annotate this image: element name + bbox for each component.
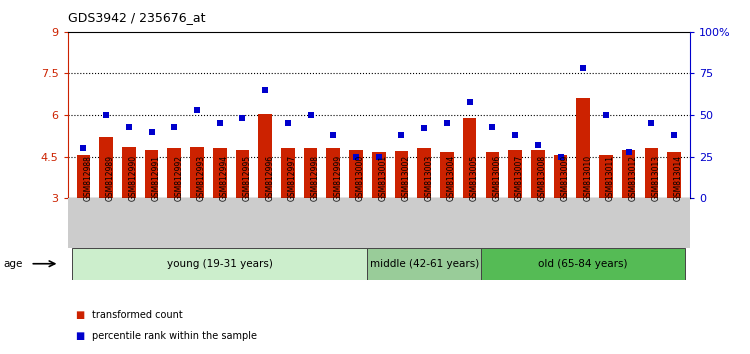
Bar — [554, 155, 567, 198]
Bar — [481, 248, 686, 280]
Text: age: age — [3, 259, 22, 269]
Text: GSM812994: GSM812994 — [220, 155, 229, 201]
Bar — [599, 155, 613, 198]
Text: GSM813006: GSM813006 — [492, 154, 501, 201]
Point — [373, 154, 385, 160]
Text: GSM813013: GSM813013 — [652, 155, 661, 201]
Text: GSM812993: GSM812993 — [197, 155, 206, 201]
Point — [350, 154, 362, 160]
Point — [464, 99, 476, 104]
Text: GSM813012: GSM813012 — [628, 155, 638, 201]
Text: GSM813004: GSM813004 — [447, 154, 456, 201]
Point — [123, 124, 135, 130]
Text: GDS3942 / 235676_at: GDS3942 / 235676_at — [68, 11, 205, 24]
Bar — [668, 153, 681, 198]
Bar — [417, 148, 431, 198]
Bar — [190, 147, 204, 198]
Text: GSM812997: GSM812997 — [288, 155, 297, 201]
Point — [260, 87, 272, 93]
Text: ■: ■ — [75, 310, 84, 320]
Point — [622, 149, 634, 154]
Point — [668, 132, 680, 138]
Point — [395, 132, 407, 138]
Point — [554, 154, 566, 160]
Bar — [622, 150, 635, 198]
Bar — [99, 137, 113, 198]
Bar — [167, 148, 181, 198]
Text: GSM813000: GSM813000 — [356, 154, 365, 201]
Bar — [304, 148, 317, 198]
Point — [100, 112, 112, 118]
Text: percentile rank within the sample: percentile rank within the sample — [92, 331, 256, 341]
Text: GSM813010: GSM813010 — [584, 155, 592, 201]
Bar — [76, 155, 90, 198]
Point — [419, 126, 430, 131]
Text: GSM813008: GSM813008 — [538, 155, 547, 201]
Text: GSM813009: GSM813009 — [560, 154, 569, 201]
Text: GSM813014: GSM813014 — [674, 155, 683, 201]
Point — [486, 124, 498, 130]
Bar — [281, 148, 295, 198]
Bar — [509, 150, 522, 198]
Point — [600, 112, 612, 118]
Bar — [145, 150, 158, 198]
Text: GSM813005: GSM813005 — [470, 154, 478, 201]
Text: GSM812990: GSM812990 — [129, 155, 138, 201]
Bar — [463, 118, 476, 198]
Text: GSM813003: GSM813003 — [424, 154, 433, 201]
Text: ■: ■ — [75, 331, 84, 341]
Point — [236, 115, 248, 121]
Point — [146, 129, 158, 135]
Point — [304, 112, 316, 118]
Point — [77, 145, 89, 151]
Bar — [577, 98, 590, 198]
Text: transformed count: transformed count — [92, 310, 182, 320]
Bar — [485, 153, 500, 198]
Point — [168, 124, 180, 130]
Text: GSM813007: GSM813007 — [515, 154, 524, 201]
Bar — [531, 150, 544, 198]
Point — [191, 107, 203, 113]
Text: GSM812992: GSM812992 — [174, 155, 183, 201]
Bar — [368, 248, 481, 280]
Point — [578, 65, 590, 71]
Text: GSM812988: GSM812988 — [83, 155, 92, 201]
Point — [282, 120, 294, 126]
Bar — [72, 248, 368, 280]
Text: GSM812995: GSM812995 — [242, 155, 251, 201]
Text: GSM812999: GSM812999 — [333, 155, 342, 201]
Point — [509, 132, 521, 138]
Bar — [394, 151, 408, 198]
Bar — [644, 148, 658, 198]
Text: GSM813011: GSM813011 — [606, 155, 615, 201]
Bar — [372, 153, 386, 198]
Point — [646, 120, 658, 126]
Text: middle (42-61 years): middle (42-61 years) — [370, 259, 478, 269]
Text: young (19-31 years): young (19-31 years) — [166, 259, 273, 269]
Text: GSM813001: GSM813001 — [379, 155, 388, 201]
Text: GSM812996: GSM812996 — [266, 155, 274, 201]
Point — [214, 120, 226, 126]
Text: old (65-84 years): old (65-84 years) — [538, 259, 628, 269]
Bar — [236, 150, 249, 198]
Text: GSM812991: GSM812991 — [152, 155, 160, 201]
Bar — [122, 147, 136, 198]
Point — [327, 132, 339, 138]
Text: GSM813002: GSM813002 — [401, 155, 410, 201]
Bar — [326, 148, 340, 198]
Point — [532, 142, 544, 148]
Point — [441, 120, 453, 126]
Bar — [350, 150, 363, 198]
Text: GSM812989: GSM812989 — [106, 155, 115, 201]
Bar — [213, 148, 226, 198]
Bar — [440, 153, 454, 198]
Text: GSM812998: GSM812998 — [310, 155, 320, 201]
Bar — [258, 114, 272, 198]
